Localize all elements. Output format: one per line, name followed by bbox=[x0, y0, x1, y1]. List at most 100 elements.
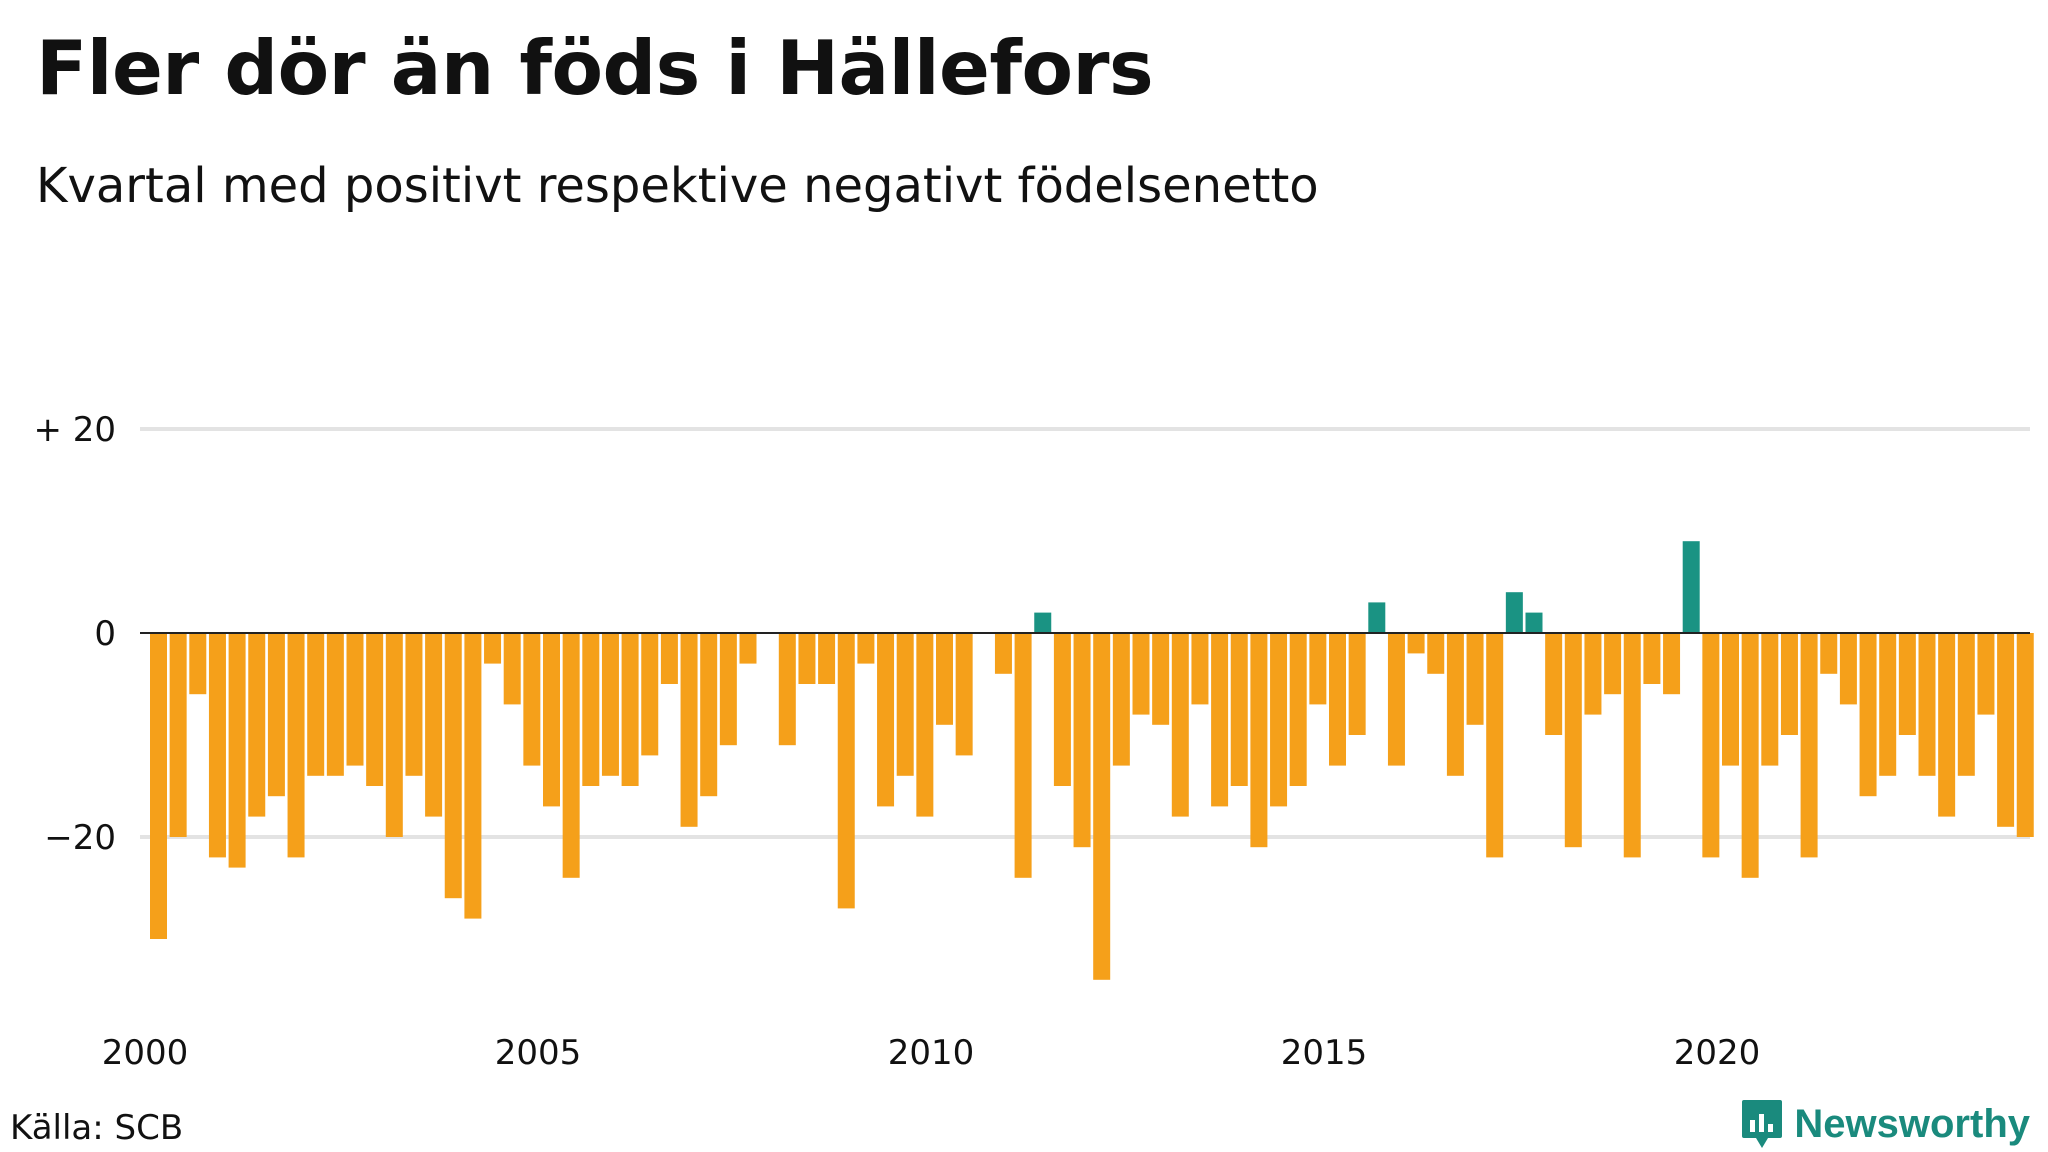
bar bbox=[660, 633, 678, 684]
bar bbox=[1525, 612, 1543, 633]
bar bbox=[1663, 633, 1681, 695]
bar bbox=[169, 633, 187, 837]
bar bbox=[150, 633, 167, 939]
bar bbox=[562, 633, 580, 878]
bar bbox=[1722, 633, 1739, 766]
x-tick-label: 2020 bbox=[1674, 1033, 1761, 1073]
bar bbox=[1545, 633, 1563, 735]
bar bbox=[1329, 633, 1346, 766]
bar bbox=[1132, 633, 1150, 715]
bar bbox=[228, 633, 246, 868]
bar bbox=[1407, 633, 1425, 654]
bar bbox=[1997, 633, 2015, 827]
bar bbox=[503, 633, 521, 705]
bar bbox=[1152, 633, 1170, 725]
bar bbox=[1034, 612, 1052, 633]
axis-labels: + 20 0 −20 2000 2005 2010 2015 2020 bbox=[33, 410, 1760, 1073]
source-label: Källa: SCB bbox=[10, 1108, 184, 1148]
bar bbox=[936, 633, 953, 725]
bar bbox=[444, 633, 462, 899]
bar bbox=[582, 633, 600, 786]
bar bbox=[1879, 633, 1897, 776]
bar bbox=[523, 633, 541, 766]
bar bbox=[1368, 602, 1386, 633]
bar bbox=[1820, 633, 1838, 674]
bar bbox=[307, 633, 325, 776]
bar bbox=[1938, 633, 1956, 817]
bar bbox=[1957, 633, 1975, 776]
bar bbox=[1623, 633, 1641, 858]
bar bbox=[994, 633, 1012, 674]
bar bbox=[1918, 633, 1936, 776]
bar bbox=[1761, 633, 1779, 766]
bar bbox=[1780, 633, 1798, 735]
bar bbox=[857, 633, 875, 664]
bar bbox=[189, 633, 207, 695]
bar bbox=[267, 633, 285, 797]
bar bbox=[543, 633, 560, 807]
chart-subtitle: Kvartal med positivt respektive negativt… bbox=[36, 158, 1319, 214]
bar bbox=[1643, 633, 1661, 684]
bar bbox=[1250, 633, 1268, 848]
x-tick-label: 2015 bbox=[1281, 1033, 1368, 1073]
bar bbox=[1171, 633, 1189, 817]
bar bbox=[1466, 633, 1484, 725]
bar bbox=[700, 633, 718, 797]
bar bbox=[837, 633, 855, 909]
bar bbox=[1230, 633, 1248, 786]
bar bbox=[1387, 633, 1405, 766]
bar bbox=[1289, 633, 1307, 786]
y-tick-label: 0 bbox=[94, 614, 116, 654]
bar bbox=[896, 633, 914, 776]
bar bbox=[366, 633, 384, 786]
bars bbox=[150, 541, 2034, 980]
bar bbox=[1211, 633, 1229, 807]
brand-logo: Newsworthy bbox=[1740, 1098, 2030, 1150]
bar bbox=[464, 633, 482, 919]
bar bbox=[1014, 633, 1032, 878]
bar bbox=[1839, 633, 1857, 705]
bar bbox=[385, 633, 403, 837]
bar bbox=[1093, 633, 1111, 980]
bar bbox=[877, 633, 895, 807]
bar bbox=[955, 633, 973, 756]
bar bbox=[1702, 633, 1720, 858]
bar bbox=[346, 633, 364, 766]
bar bbox=[916, 633, 934, 817]
bar bbox=[680, 633, 698, 827]
bar bbox=[2016, 633, 2034, 837]
bar bbox=[1486, 633, 1504, 858]
bar bbox=[1977, 633, 1995, 715]
bar bbox=[1584, 633, 1602, 715]
bar bbox=[287, 633, 305, 858]
bar bbox=[601, 633, 619, 776]
bar bbox=[1073, 633, 1091, 848]
x-tick-label: 2010 bbox=[888, 1033, 975, 1073]
bar bbox=[1604, 633, 1622, 695]
y-tick-label: −20 bbox=[44, 818, 116, 858]
bar bbox=[778, 633, 796, 746]
bar bbox=[1053, 633, 1071, 786]
bar bbox=[1800, 633, 1818, 858]
bar bbox=[405, 633, 423, 776]
bar bbox=[1741, 633, 1759, 878]
bar bbox=[425, 633, 443, 817]
y-tick-label: + 20 bbox=[33, 410, 116, 450]
bar bbox=[798, 633, 816, 684]
bar bbox=[326, 633, 344, 776]
bar bbox=[621, 633, 639, 786]
chart-title: Fler dör än föds i Hällefors bbox=[36, 24, 1154, 112]
bar bbox=[1682, 541, 1700, 633]
bar bbox=[1898, 633, 1916, 735]
bar bbox=[641, 633, 659, 756]
x-tick-label: 2005 bbox=[495, 1033, 582, 1073]
bar bbox=[1309, 633, 1327, 705]
bar bbox=[739, 633, 757, 664]
bar bbox=[1859, 633, 1877, 797]
bar bbox=[719, 633, 737, 746]
bar bbox=[208, 633, 226, 858]
bar bbox=[1348, 633, 1366, 735]
bar bbox=[1446, 633, 1464, 776]
x-tick-label: 2000 bbox=[102, 1033, 189, 1073]
